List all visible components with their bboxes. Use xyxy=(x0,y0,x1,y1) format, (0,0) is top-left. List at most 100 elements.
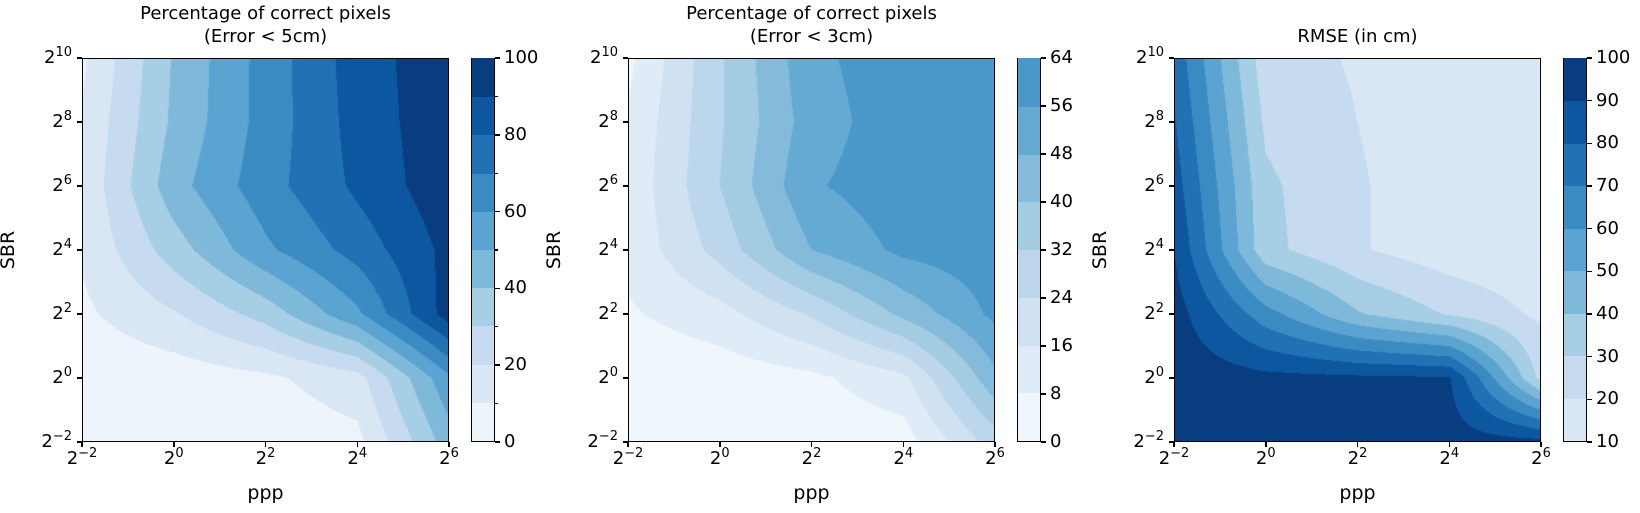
colorbar-tick-label: 60 xyxy=(504,200,527,222)
y-tick xyxy=(1169,249,1174,251)
x-tick xyxy=(627,442,629,447)
x-tick xyxy=(1448,442,1450,447)
x-tick xyxy=(810,442,813,447)
colorbar-tick-label: 90 xyxy=(1596,89,1619,111)
x-tick-label: 20 xyxy=(163,446,184,469)
plot-title-line: (Error < 3cm) xyxy=(749,26,874,47)
y-tick-label: 28 xyxy=(1144,109,1164,132)
y-axis-label: SBR xyxy=(0,230,19,270)
x-tick xyxy=(1265,442,1267,447)
colorbar-band xyxy=(1564,355,1586,399)
colorbar-tick xyxy=(495,441,500,443)
y-tick xyxy=(1169,377,1174,379)
colorbar-tick xyxy=(1041,153,1046,155)
colorbar-tick xyxy=(1587,185,1592,187)
colorbar-tick-label: 32 xyxy=(1050,239,1073,260)
y-tick xyxy=(77,249,82,251)
x-tick-label: 2−2 xyxy=(612,446,644,469)
y-tick xyxy=(1169,121,1174,123)
colorbar-tick xyxy=(1041,201,1046,203)
x-tick xyxy=(719,442,721,447)
colorbar-tick-label: 8 xyxy=(1050,383,1062,404)
y-tick-label: 28 xyxy=(598,109,618,132)
colorbar-tick xyxy=(1587,270,1592,273)
x-tick xyxy=(448,442,450,447)
x-tick-label: 20 xyxy=(709,446,730,469)
colorbar-tick xyxy=(1587,398,1592,401)
colorbar-band xyxy=(1018,297,1040,346)
contour-plot-2 xyxy=(628,58,995,442)
colorbar-tick xyxy=(495,57,500,59)
colorbar-tick xyxy=(1587,355,1592,358)
y-axis-label: SBR xyxy=(1089,230,1111,270)
colorbar-tick-label: 16 xyxy=(1050,335,1073,356)
colorbar-tick xyxy=(1587,99,1592,102)
y-tick-label: 24 xyxy=(52,237,72,260)
colorbar-tick xyxy=(1587,441,1592,443)
colorbar-tick-label: 70 xyxy=(1596,175,1619,196)
colorbar-band xyxy=(472,96,494,136)
colorbar-minor-tick xyxy=(495,249,498,251)
x-tick xyxy=(81,442,83,447)
colorbar-band xyxy=(472,58,494,98)
x-tick-label: 26 xyxy=(985,446,1005,469)
y-tick xyxy=(623,377,628,379)
plot-title-line: (Error < 5cm) xyxy=(203,26,328,47)
y-tick-label: 24 xyxy=(598,237,618,260)
y-tick-label: 22 xyxy=(1144,301,1164,324)
colorbar-tick-label: 20 xyxy=(1596,388,1619,410)
y-tick-label: 26 xyxy=(1144,173,1164,196)
x-tick xyxy=(1356,442,1359,447)
x-tick-label: 22 xyxy=(1347,446,1368,469)
y-tick-label: 210 xyxy=(1136,45,1164,68)
colorbar-minor-tick xyxy=(495,326,498,328)
y-tick-label: 2−2 xyxy=(587,429,618,452)
colorbar-tick xyxy=(1041,393,1046,395)
y-tick xyxy=(77,441,82,443)
x-tick-label: 26 xyxy=(439,446,459,469)
colorbar-band xyxy=(1564,58,1586,102)
y-tick xyxy=(77,121,82,123)
colorbar-tick-label: 56 xyxy=(1050,95,1073,116)
y-tick xyxy=(623,313,628,315)
colorbar-tick-label: 100 xyxy=(1596,47,1631,68)
x-tick-label: 24 xyxy=(893,446,914,469)
colorbar-tick xyxy=(1041,345,1046,347)
colorbar-band xyxy=(1564,100,1586,144)
y-tick-label: 210 xyxy=(590,45,618,68)
colorbar-tick xyxy=(1041,57,1046,59)
colorbar-tick-label: 40 xyxy=(1050,191,1073,212)
plot-title-line: RMSE (in cm) xyxy=(1297,26,1418,47)
colorbar-band xyxy=(1564,143,1586,187)
colorbar-tick-label: 30 xyxy=(1596,345,1619,367)
y-axis-label: SBR xyxy=(543,230,565,270)
y-tick xyxy=(1169,441,1174,443)
y-tick xyxy=(623,185,628,187)
y-tick-label: 20 xyxy=(1144,365,1164,388)
y-tick-label: 28 xyxy=(52,109,72,132)
x-tick-label: 24 xyxy=(1439,446,1460,469)
colorbar-band xyxy=(472,134,494,174)
colorbar-band xyxy=(472,211,494,250)
colorbar-band xyxy=(472,402,494,441)
x-tick-label: 2−2 xyxy=(66,446,98,469)
x-tick xyxy=(264,442,267,447)
colorbar-tick-label: 64 xyxy=(1050,47,1073,68)
colorbar-tick xyxy=(1041,441,1046,443)
colorbar-tick-label: 0 xyxy=(1050,431,1062,452)
y-tick-label: 2−2 xyxy=(1133,429,1164,452)
x-axis-label: ppp xyxy=(793,482,830,504)
colorbar-band xyxy=(1564,228,1586,272)
x-tick-label: 24 xyxy=(347,446,368,469)
colorbar-tick-label: 48 xyxy=(1050,143,1073,164)
colorbar-tick xyxy=(1041,249,1046,251)
y-tick-label: 26 xyxy=(52,173,72,196)
colorbar-band xyxy=(1018,153,1040,203)
colorbar-minor-tick xyxy=(495,403,498,405)
contour-plot-1 xyxy=(82,58,449,442)
y-tick xyxy=(623,57,628,59)
colorbar-band xyxy=(1018,344,1040,394)
x-tick xyxy=(994,442,996,447)
colorbar-band xyxy=(1018,58,1040,107)
